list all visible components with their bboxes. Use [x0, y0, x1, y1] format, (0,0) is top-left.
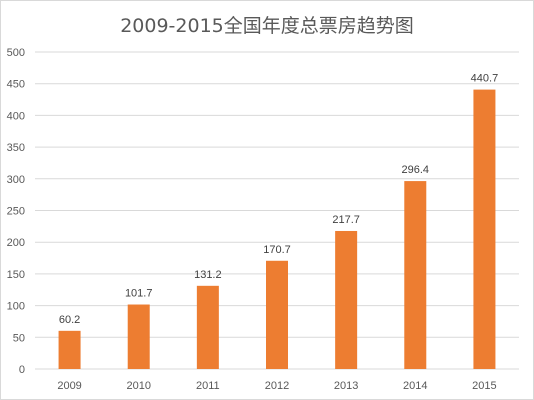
- bar: [58, 330, 81, 369]
- x-tick-label: 2011: [196, 380, 220, 392]
- y-tick-label: 250: [7, 206, 25, 218]
- data-label: 440.7: [471, 73, 499, 85]
- y-tick-label: 450: [7, 79, 25, 91]
- bar: [335, 230, 358, 369]
- bar: [266, 260, 288, 369]
- data-label: 296.4: [402, 164, 430, 176]
- y-tick-label: 150: [7, 269, 25, 281]
- x-tick-label: 2009: [57, 380, 81, 392]
- y-tick-label: 300: [7, 174, 25, 186]
- bar: [404, 181, 427, 369]
- chart-title: 2009-2015全国年度总票房趋势图: [120, 15, 414, 37]
- y-tick-label: 0: [19, 364, 25, 376]
- x-tick-label: 2010: [126, 380, 150, 392]
- y-tick-label: 200: [7, 237, 25, 249]
- x-tick-label: 2014: [403, 380, 427, 392]
- data-label: 131.2: [194, 269, 222, 281]
- data-label: 60.2: [59, 314, 80, 326]
- y-tick-label: 400: [7, 110, 25, 122]
- data-label: 217.7: [332, 214, 360, 226]
- y-tick-label: 350: [7, 142, 25, 154]
- x-tick-label: 2012: [265, 380, 289, 392]
- data-label: 170.7: [263, 244, 291, 256]
- y-tick-label: 500: [7, 47, 25, 59]
- x-tick-label: 2013: [334, 380, 358, 392]
- data-label: 101.7: [125, 288, 153, 300]
- y-tick-label: 50: [13, 332, 25, 344]
- bar: [473, 89, 496, 370]
- x-tick-label: 2015: [472, 380, 496, 392]
- bar: [127, 304, 150, 369]
- bar: [196, 285, 219, 369]
- y-tick-label: 100: [7, 301, 25, 313]
